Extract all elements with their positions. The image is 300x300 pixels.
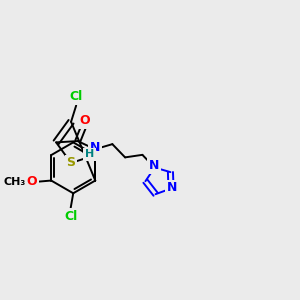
Text: Cl: Cl [64, 210, 77, 223]
Text: N: N [167, 181, 177, 194]
Text: S: S [67, 157, 76, 169]
Text: CH₃: CH₃ [3, 177, 26, 187]
Text: N: N [149, 159, 159, 172]
Text: O: O [27, 175, 38, 188]
Text: Cl: Cl [70, 90, 83, 103]
Text: H: H [85, 149, 94, 159]
Text: O: O [79, 114, 90, 127]
Text: N: N [90, 142, 100, 154]
